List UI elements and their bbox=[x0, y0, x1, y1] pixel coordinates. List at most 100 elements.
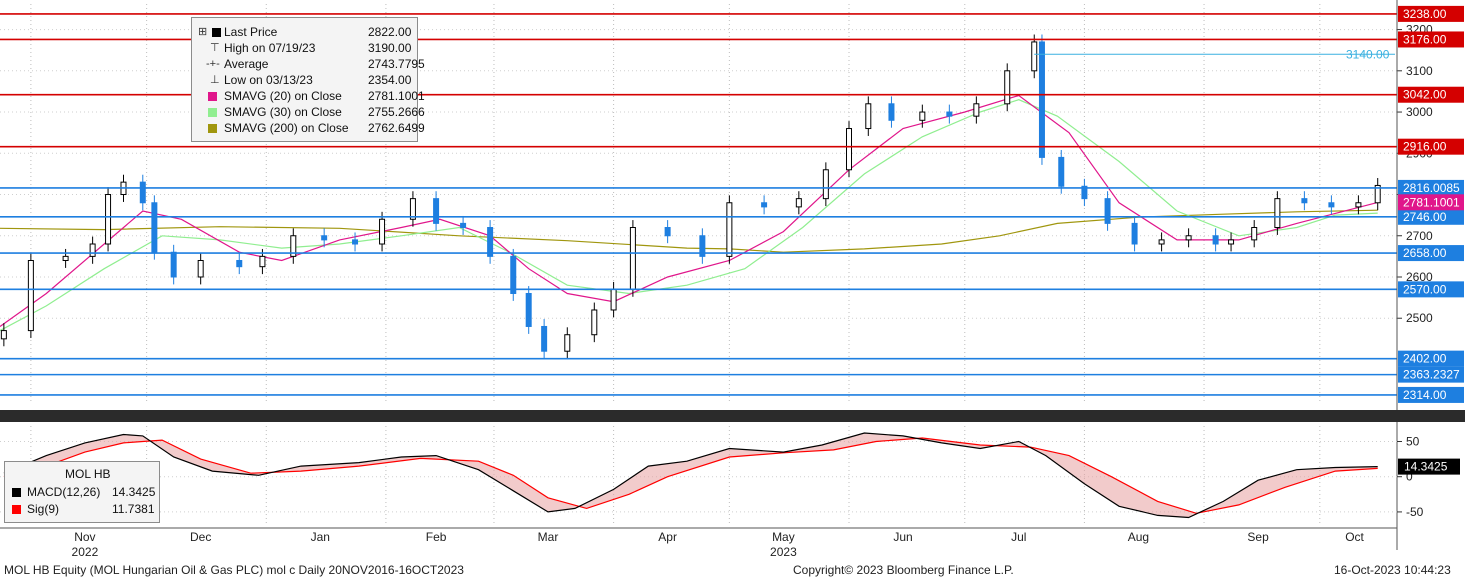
level-badge-label: 2314.00 bbox=[1403, 388, 1447, 402]
collapse-icon[interactable]: ⊞ bbox=[198, 26, 208, 38]
signal-line bbox=[3, 437, 1378, 514]
candle-body bbox=[946, 111, 953, 117]
candle-body bbox=[591, 309, 598, 336]
annotation-label: 3140.00 bbox=[1346, 47, 1390, 61]
candle-body bbox=[433, 198, 440, 224]
macd-badge bbox=[1398, 458, 1460, 475]
candle-body bbox=[1038, 41, 1045, 158]
candle-body bbox=[1081, 185, 1088, 200]
legend-value: 2755.2666 bbox=[368, 105, 425, 119]
candle-body bbox=[352, 239, 359, 245]
candle-body bbox=[62, 255, 69, 261]
level-badge bbox=[1398, 366, 1464, 383]
legend-sma30: SMAVG (30) on Close 2755.2666 bbox=[192, 104, 425, 120]
legend-label: SMAVG (20) on Close bbox=[224, 89, 342, 103]
legend-macd: MACD(12,26) 14.3425 bbox=[5, 484, 159, 500]
legend-value: 2743.7795 bbox=[368, 57, 425, 71]
level-badge-label: 2916.00 bbox=[1403, 140, 1447, 154]
candle-body bbox=[290, 235, 297, 257]
candle-body bbox=[379, 218, 386, 245]
legend-value: 14.3425 bbox=[112, 485, 156, 499]
candle-body bbox=[27, 259, 34, 332]
level-badge-label: 2402.00 bbox=[1403, 352, 1447, 366]
candle-body bbox=[761, 202, 768, 208]
footer-timestamp: 16-Oct-2023 10:44:23 bbox=[1334, 563, 1451, 577]
legend-label: High on 07/19/23 bbox=[224, 41, 316, 55]
candle-body bbox=[1251, 227, 1258, 241]
candle-body bbox=[973, 103, 980, 117]
candle-body bbox=[460, 222, 467, 229]
level-badge bbox=[1398, 31, 1464, 48]
legend-value: 2762.6499 bbox=[368, 121, 425, 135]
sma30-swatch bbox=[208, 108, 217, 117]
candle-body bbox=[1228, 239, 1235, 245]
candle-body bbox=[629, 227, 636, 290]
level-badge-label: 3176.00 bbox=[1403, 32, 1447, 46]
candle-body bbox=[1185, 235, 1192, 241]
candle-body bbox=[1355, 202, 1362, 208]
macd-tick-label: 0 bbox=[1406, 470, 1413, 484]
macd-legend: MOL HB MACD(12,26) 14.3425 Sig(9) 11.738… bbox=[4, 461, 160, 523]
year-label: 2022 bbox=[72, 545, 99, 559]
candle-body bbox=[1212, 235, 1219, 245]
sma20-swatch bbox=[208, 92, 217, 101]
level-badge bbox=[1398, 138, 1464, 155]
month-label: Feb bbox=[426, 530, 447, 544]
candle-body bbox=[197, 259, 204, 278]
month-label: Nov bbox=[74, 530, 95, 544]
legend-label: Average bbox=[224, 57, 269, 71]
price-tick-label: 3100 bbox=[1406, 64, 1433, 78]
candle-body bbox=[1058, 156, 1065, 187]
month-label: Mar bbox=[538, 530, 559, 544]
level-badge bbox=[1398, 245, 1464, 262]
legend-value: 2354.00 bbox=[368, 73, 412, 87]
legend-value: 2822.00 bbox=[368, 25, 412, 39]
candle-body bbox=[795, 198, 802, 208]
candle-body bbox=[89, 243, 96, 257]
panel-separator bbox=[0, 410, 1465, 422]
candle-body bbox=[726, 202, 733, 257]
level-badge bbox=[1398, 86, 1464, 103]
level-badge-label: 3042.00 bbox=[1403, 88, 1447, 102]
candle-body bbox=[1328, 202, 1335, 208]
month-label: Aug bbox=[1128, 530, 1149, 544]
month-label: May bbox=[772, 530, 795, 544]
candle-body bbox=[321, 235, 328, 241]
candle-body bbox=[236, 259, 243, 268]
signal-swatch bbox=[12, 505, 21, 514]
candle-body bbox=[1031, 41, 1038, 72]
candle-body bbox=[1158, 239, 1165, 245]
macd-legend-title: MOL HB bbox=[65, 467, 111, 481]
candle-body bbox=[664, 227, 671, 237]
level-badge bbox=[1398, 350, 1464, 367]
sma20-badge-label: 2781.1001 bbox=[1403, 195, 1460, 209]
candle-body bbox=[541, 325, 548, 352]
macd-line bbox=[3, 432, 1378, 519]
candle-body bbox=[510, 255, 517, 294]
legend-value: 2781.1001 bbox=[368, 89, 425, 103]
candle-body bbox=[1104, 198, 1111, 224]
month-label: Jul bbox=[1011, 530, 1026, 544]
candle-body bbox=[259, 255, 266, 268]
macd-tick-label: -50 bbox=[1406, 505, 1424, 519]
legend-low: ⊥ Low on 03/13/23 2354.00 bbox=[192, 72, 417, 88]
legend-signal: Sig(9) 11.7381 bbox=[5, 501, 159, 517]
level-badge bbox=[1398, 281, 1464, 298]
candle-body bbox=[865, 103, 872, 130]
legend-high: ⊤ High on 07/19/23 3190.00 bbox=[192, 40, 417, 56]
month-label: Jan bbox=[311, 530, 330, 544]
price-tick-label: 2600 bbox=[1406, 270, 1433, 284]
month-label: Apr bbox=[658, 530, 677, 544]
candle-body bbox=[105, 194, 112, 245]
candle-body bbox=[919, 111, 926, 121]
candle-body bbox=[1301, 198, 1308, 204]
level-badge bbox=[1398, 5, 1464, 22]
level-badge bbox=[1398, 208, 1464, 225]
legend-last-price: ⊞ Last Price 2822.00 bbox=[192, 24, 417, 40]
candle-body bbox=[151, 202, 158, 253]
level-badge-label: 2363.2327 bbox=[1403, 368, 1460, 382]
legend-label: Sig(9) bbox=[27, 502, 60, 516]
price-tick-label: 2700 bbox=[1406, 229, 1433, 243]
macd-badge-label: 14.3425 bbox=[1404, 460, 1448, 474]
legend-value: 11.7381 bbox=[112, 502, 155, 516]
